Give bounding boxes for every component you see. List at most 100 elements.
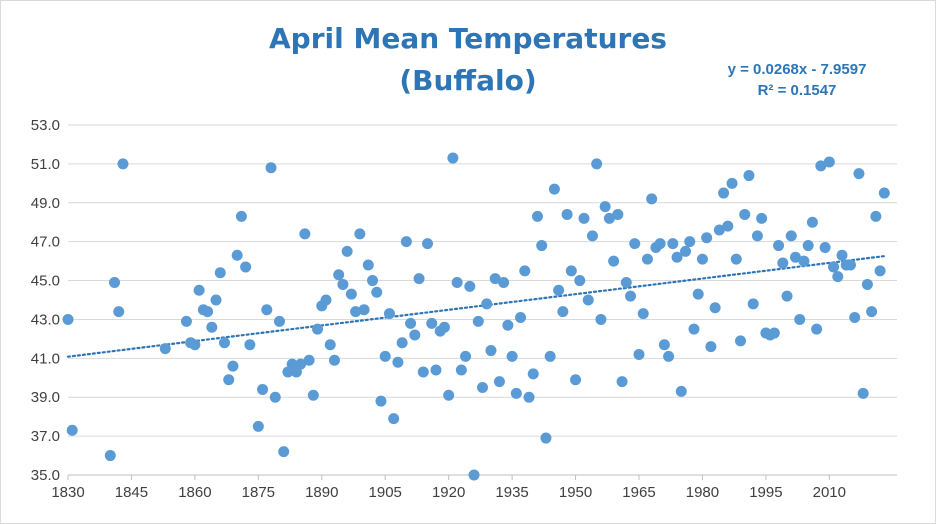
x-tick-label-0: 1830 <box>51 484 84 501</box>
data-point-77 <box>481 298 493 310</box>
data-point-43 <box>337 278 349 290</box>
y-tick-label-4: 43.0 <box>31 311 60 328</box>
data-point-164 <box>849 312 861 323</box>
data-point-129 <box>701 232 713 244</box>
data-point-0 <box>62 313 74 325</box>
y-tick-label-5: 45.0 <box>31 273 60 290</box>
data-point-52 <box>375 395 387 407</box>
data-point-171 <box>878 187 890 199</box>
y-tick-label-2: 39.0 <box>31 389 60 406</box>
y-tick-label-8: 51.0 <box>31 156 60 173</box>
data-point-114 <box>637 308 649 320</box>
data-point-133 <box>718 187 730 199</box>
data-point-61 <box>413 273 425 285</box>
data-point-6 <box>159 343 171 355</box>
data-point-35 <box>303 354 315 366</box>
data-point-120 <box>663 350 675 362</box>
x-tick-label-1: 1845 <box>115 484 148 501</box>
data-point-15 <box>214 267 226 279</box>
data-point-90 <box>536 240 548 252</box>
data-point-70 <box>451 277 463 288</box>
data-point-86 <box>519 265 531 277</box>
data-point-97 <box>565 265 577 277</box>
data-point-14 <box>210 294 222 306</box>
data-point-106 <box>603 212 615 224</box>
data-point-104 <box>595 313 607 325</box>
data-point-89 <box>531 210 543 222</box>
data-point-167 <box>861 278 873 290</box>
data-point-102 <box>586 230 598 242</box>
data-point-161 <box>836 249 848 261</box>
data-point-105 <box>599 201 611 213</box>
data-point-62 <box>417 366 429 378</box>
y-tick-label-1: 37.0 <box>31 428 60 445</box>
data-point-75 <box>472 315 484 327</box>
data-point-53 <box>379 350 391 362</box>
data-point-4 <box>113 306 125 318</box>
data-point-29 <box>278 446 290 458</box>
data-point-91 <box>540 432 552 444</box>
data-point-84 <box>510 387 522 399</box>
data-point-16 <box>218 337 230 349</box>
data-point-24 <box>257 383 269 395</box>
data-point-80 <box>493 376 505 388</box>
data-point-126 <box>688 323 700 335</box>
data-point-121 <box>667 238 679 250</box>
data-point-85 <box>515 312 527 323</box>
data-point-58 <box>400 236 412 248</box>
data-point-50 <box>367 275 379 287</box>
data-point-127 <box>692 288 704 300</box>
data-point-165 <box>853 168 865 180</box>
data-point-69 <box>447 152 459 164</box>
data-point-150 <box>789 251 801 263</box>
data-point-137 <box>735 335 747 347</box>
data-point-152 <box>798 255 810 267</box>
data-point-55 <box>388 413 400 425</box>
data-point-79 <box>489 273 501 285</box>
data-point-44 <box>341 245 353 257</box>
data-point-67 <box>438 321 450 333</box>
trendline-equation: y = 0.0268x - 7.9597 <box>727 61 867 78</box>
data-point-78 <box>485 345 497 357</box>
data-point-113 <box>633 348 645 360</box>
data-point-19 <box>231 249 243 261</box>
data-point-26 <box>265 162 277 174</box>
x-tick-label-5: 1905 <box>369 484 402 501</box>
data-point-151 <box>794 313 806 325</box>
data-point-17 <box>223 374 235 386</box>
data-point-20 <box>235 210 247 222</box>
data-point-141 <box>751 230 763 242</box>
data-point-153 <box>802 240 814 252</box>
data-point-25 <box>261 304 273 316</box>
data-point-3 <box>109 277 121 288</box>
data-point-47 <box>354 228 366 240</box>
data-point-158 <box>823 156 835 168</box>
data-point-39 <box>320 294 332 306</box>
data-point-99 <box>574 275 586 287</box>
data-point-21 <box>240 261 252 273</box>
data-point-42 <box>333 269 345 281</box>
x-tick-label-6: 1920 <box>432 484 465 501</box>
data-point-73 <box>464 280 476 292</box>
x-tick-label-10: 1980 <box>686 484 719 501</box>
data-point-82 <box>502 319 514 331</box>
data-point-76 <box>477 382 488 393</box>
data-point-147 <box>777 257 789 269</box>
data-point-160 <box>832 271 844 283</box>
data-point-116 <box>646 193 658 205</box>
data-point-64 <box>426 317 438 329</box>
data-point-5 <box>117 158 129 170</box>
data-point-131 <box>709 302 721 314</box>
data-point-136 <box>730 253 742 265</box>
data-point-149 <box>785 230 797 242</box>
data-point-10 <box>193 284 205 296</box>
data-point-45 <box>345 288 357 300</box>
data-point-96 <box>561 208 573 220</box>
trendline <box>66 255 886 358</box>
x-tick-label-9: 1965 <box>622 484 655 501</box>
trendline-r-squared: R² = 0.1547 <box>757 82 837 99</box>
x-tick-label-8: 1950 <box>559 484 592 501</box>
y-tick-label-3: 41.0 <box>31 350 60 367</box>
data-point-13 <box>206 321 218 333</box>
